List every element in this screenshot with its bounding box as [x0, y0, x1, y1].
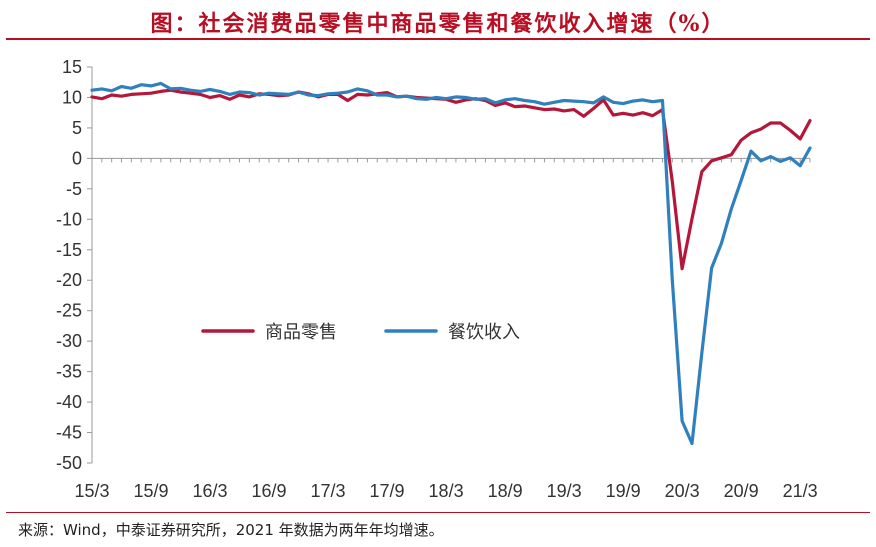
y-tick-label: 15: [62, 57, 82, 77]
y-tick-label: -5: [66, 179, 82, 199]
x-tick-label: 16/9: [252, 481, 287, 501]
x-tick-label: 15/3: [74, 481, 109, 501]
y-tick-label: -35: [56, 362, 82, 382]
x-tick-label: 18/9: [488, 481, 523, 501]
x-tick-label: 20/3: [665, 481, 700, 501]
series-line-1: [90, 88, 812, 271]
y-tick-label: 0: [72, 148, 82, 168]
x-tick-label: 18/3: [429, 481, 464, 501]
y-tick-label: 10: [62, 87, 82, 107]
x-tick-label: 21/3: [783, 481, 818, 501]
y-tick-label: 5: [72, 118, 82, 138]
y-tick-label: -45: [56, 423, 82, 443]
chart-title: 图：社会消费品零售中商品零售和餐饮收入增速（%）: [150, 11, 726, 37]
footer-divider: [6, 512, 870, 513]
y-tick-label: -15: [56, 240, 82, 260]
source-note: 来源：Wind，中泰证券研究所，2021 年数据为两年年均增速。: [18, 521, 444, 539]
y-tick-label: -20: [56, 270, 82, 290]
y-tick-label: -30: [56, 331, 82, 351]
y-tick-label: -40: [56, 392, 82, 412]
y-tick-label: -10: [56, 209, 82, 229]
x-tick-label: 19/9: [606, 481, 641, 501]
chart-axes: 15 10 5 0 -5 -10 -15 -20 -25 -30 -35 -40 -45 -50 15/3 1…: [56, 57, 818, 501]
title-divider: [6, 38, 870, 40]
x-tick-label: 20/9: [724, 481, 759, 501]
series-line-2: [90, 81, 812, 446]
x-tick-label: 16/3: [193, 481, 228, 501]
x-tick-label: 17/3: [311, 481, 346, 501]
chart-series-layer: [90, 81, 812, 446]
x-tick-label: 15/9: [133, 481, 168, 501]
y-tick-label: -50: [56, 453, 82, 473]
chart-legend: 商品零售 餐饮收入: [201, 322, 520, 343]
y-tick-label: -25: [56, 301, 82, 321]
legend-label-1: 商品零售: [265, 322, 337, 343]
x-tick-label: 17/9: [370, 481, 405, 501]
legend-label-2: 餐饮收入: [448, 322, 520, 343]
x-tick-label: 19/3: [547, 481, 582, 501]
